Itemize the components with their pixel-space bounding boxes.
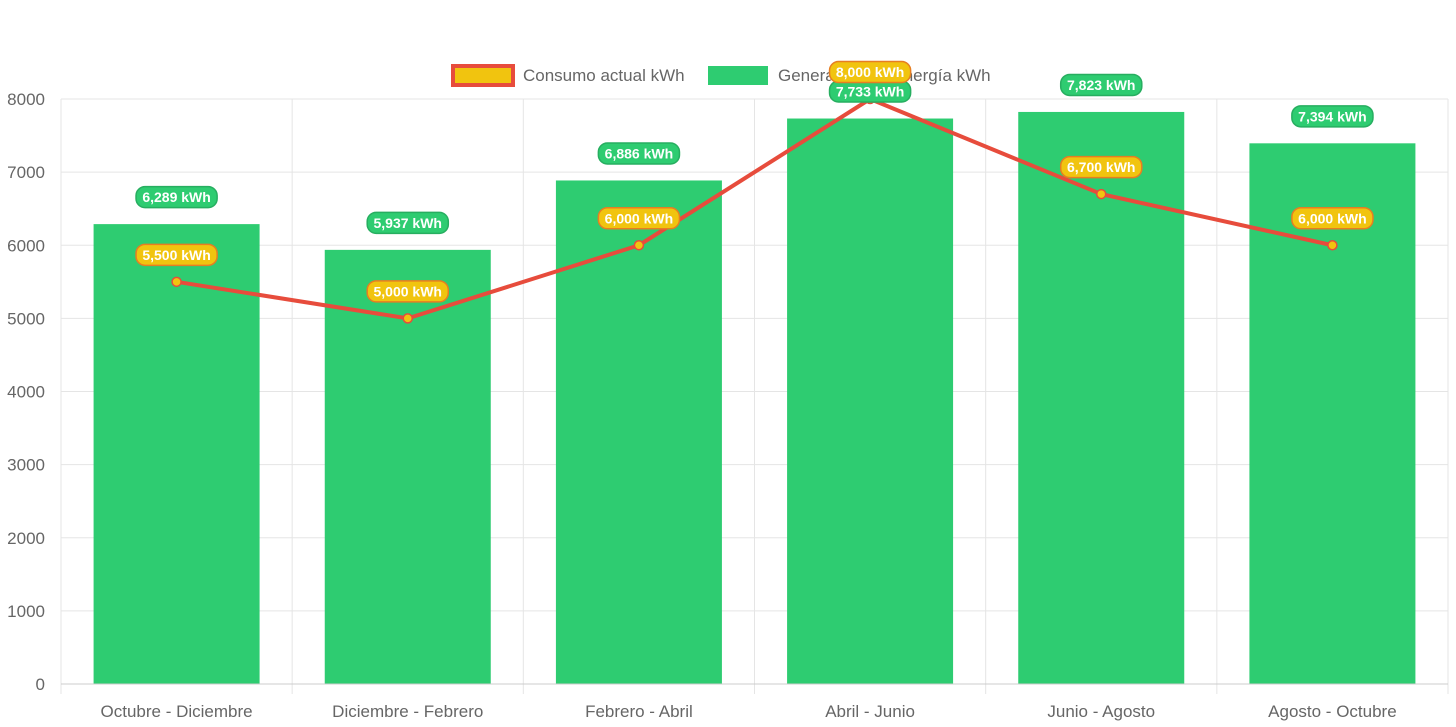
bar-data-label-bg	[135, 185, 218, 209]
axis-layer: 0 1000 2000 3000 4000 5000 6000 7000 8000 Octubre…	[7, 90, 1448, 721]
line-point[interactable]	[402, 313, 413, 324]
line-data-label: 6,700 kWh	[1067, 159, 1135, 175]
line-data-label-bg	[828, 60, 912, 84]
line-data-label: 8,000 kWh	[836, 64, 904, 80]
bar-data-label: 6,289 kWh	[142, 189, 210, 205]
bar[interactable]	[555, 180, 722, 684]
line-point[interactable]	[171, 276, 182, 288]
y-tick-label: 3000	[7, 456, 45, 475]
legend-swatch-consumo	[451, 64, 515, 87]
line-data-label: 5,500 kWh	[142, 247, 210, 263]
bar-data-label: 6,886 kWh	[605, 145, 673, 161]
line-data-label: 5,000 kWh	[374, 283, 442, 299]
legend-swatch-generacion	[708, 66, 768, 85]
data-labels-layer: 6,289 kWh 5,937 kWh 6,886 kWh 7,733 kWh 7,82…	[135, 60, 1374, 303]
x-tick-label: Abril - Junio	[825, 702, 915, 721]
bar-data-label-bg	[1059, 73, 1143, 97]
line-point[interactable]	[633, 240, 645, 251]
line-data-label-bg	[366, 280, 450, 303]
bar[interactable]	[787, 118, 954, 685]
line-data-label-bg	[597, 207, 681, 230]
line-point[interactable]	[1096, 188, 1107, 200]
bar-data-label-bg	[366, 211, 450, 235]
bar-data-label: 7,823 kWh	[1067, 77, 1135, 93]
x-tick-label: Octubre - Diciembre	[101, 702, 253, 721]
line-data-label: 6,000 kWh	[1298, 210, 1366, 226]
x-tick-label: Agosto - Octubre	[1268, 702, 1397, 721]
x-tick-label: Diciembre - Febrero	[332, 702, 483, 721]
y-tick-label: 6000	[7, 236, 45, 255]
line-data-label-bg	[1059, 155, 1143, 179]
x-tick-label: Febrero - Abril	[585, 702, 693, 721]
line-data-label: 6,000 kWh	[605, 210, 673, 226]
y-tick-label: 4000	[7, 383, 45, 402]
y-tick-label: 8000	[7, 90, 45, 109]
grid-layer	[60, 98, 1449, 694]
bar-data-label-bg	[597, 142, 681, 165]
bar-data-label-bg	[1291, 105, 1374, 128]
legend-label-consumo: Consumo actual kWh	[523, 66, 685, 85]
y-tick-label: 2000	[7, 529, 45, 548]
bar-data-label: 7,733 kWh	[836, 84, 904, 100]
bar[interactable]	[93, 224, 260, 684]
line-data-label-bg	[135, 243, 218, 267]
line-series-consumo	[174, 97, 1335, 321]
legend-item-consumo[interactable]: Consumo actual kWh	[451, 64, 685, 87]
y-tick-label: 0	[36, 675, 45, 694]
bar-data-label: 5,937 kWh	[374, 215, 442, 231]
y-tick-label: 5000	[7, 309, 45, 328]
bar-data-label: 7,394 kWh	[1298, 108, 1366, 124]
y-tick-label: 7000	[7, 163, 45, 182]
x-tick-label: Junio - Agosto	[1047, 702, 1155, 721]
line-data-label-bg	[1291, 207, 1374, 230]
y-tick-label: 1000	[7, 602, 45, 621]
line-point[interactable]	[1327, 240, 1338, 251]
